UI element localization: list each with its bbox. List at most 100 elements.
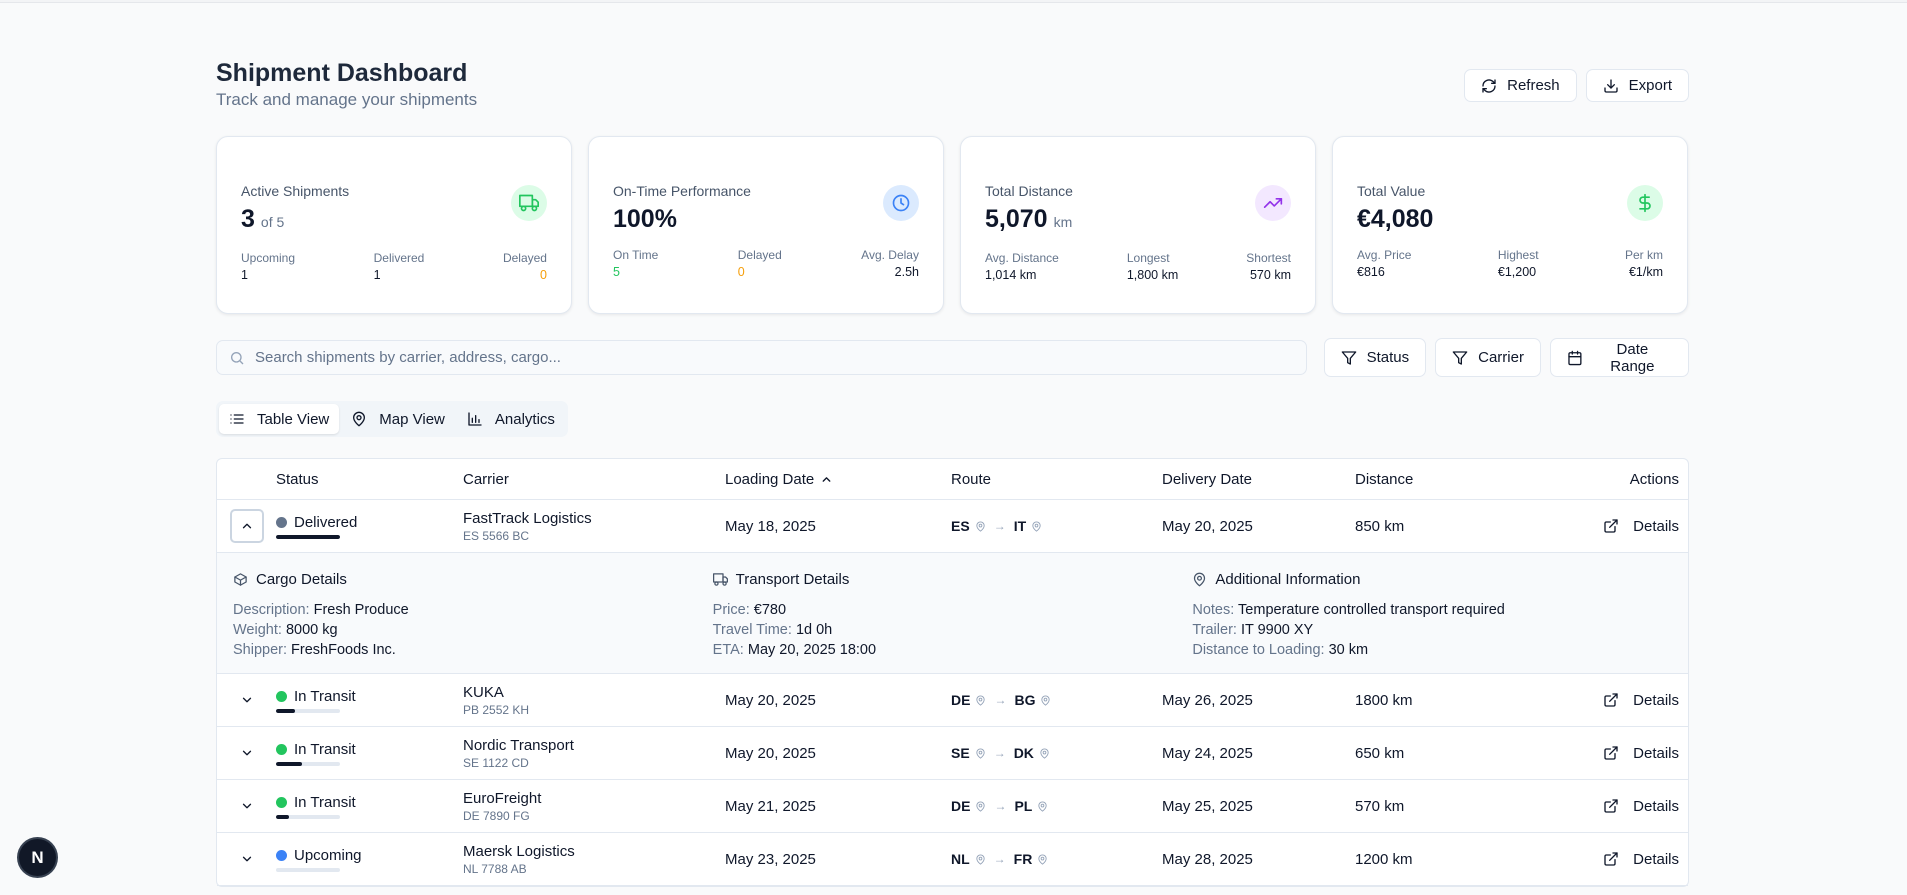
external-link-icon	[1604, 799, 1618, 813]
header-route[interactable]: Route	[951, 470, 992, 488]
tab-map-view[interactable]: Map View	[341, 404, 455, 434]
header-status[interactable]: Status	[276, 470, 319, 488]
expand-toggle[interactable]	[230, 789, 264, 823]
details-button[interactable]: Details	[1603, 518, 1679, 535]
trending-up-icon	[1263, 198, 1283, 208]
delivery-date: May 24, 2025	[1162, 744, 1253, 762]
progress-fill	[276, 708, 296, 713]
stat-value: 1,014 km	[985, 268, 1037, 282]
refresh-button[interactable]: Refresh	[1464, 69, 1577, 102]
on-time-card: On-Time Performance 100% On Time 5 Delaye…	[588, 136, 944, 314]
expand-cell	[217, 509, 276, 543]
field-key: ETA:	[712, 642, 744, 658]
date-range-label: Date Range	[1610, 340, 1655, 375]
transport-eta: ETA: May 20, 2025 18:00	[713, 640, 1193, 660]
details-label: Details	[1633, 797, 1679, 815]
carrier-name: Maersk Logistics	[463, 842, 575, 860]
table-row[interactable]: In Transit Nordic Transport SE 1122 CD May …	[217, 727, 1688, 780]
status-filter-button[interactable]: Status	[1323, 338, 1427, 377]
stat-label: Upcoming	[241, 251, 296, 265]
status-cell: In Transit	[276, 741, 463, 766]
route: DE → BG	[951, 692, 1162, 708]
field-key: Weight:	[233, 622, 282, 638]
expand-toggle[interactable]	[230, 736, 264, 770]
status-text: In Transit	[294, 793, 356, 811]
table-row[interactable]: Delivered FastTrack Logistics ES 5566 BC Ma…	[217, 500, 1688, 553]
stat-label: Per km	[1624, 248, 1663, 262]
map-pin-icon	[976, 853, 985, 865]
status-badge: In Transit	[276, 794, 463, 811]
chevron-down-icon	[242, 856, 251, 862]
distance: 650 km	[1355, 744, 1405, 762]
calendar-icon	[1568, 350, 1582, 365]
field-key: Trailer:	[1192, 622, 1237, 638]
progress-bar	[276, 708, 340, 713]
table-row[interactable]: In Transit KUKA PB 2552 KH May 20, 2025 DE → B…	[217, 674, 1688, 727]
map-pin-icon	[1041, 694, 1051, 706]
card-label: Active Shipments	[241, 183, 350, 199]
route-to: PL	[1014, 798, 1033, 814]
header-loading-date[interactable]: Loading Date	[725, 471, 951, 488]
carrier-cell: FastTrack Logistics ES 5566 BC	[463, 510, 725, 543]
expanded-details: Cargo Details Description: Fresh Produce W…	[217, 553, 1688, 674]
tab-table-view[interactable]: Table View	[219, 404, 340, 434]
progress-bar	[276, 814, 340, 819]
stat-value: 0	[540, 268, 547, 282]
header-distance[interactable]: Distance	[1355, 470, 1414, 488]
expand-toggle[interactable]	[230, 683, 264, 717]
loading-date: May 23, 2025	[725, 850, 816, 868]
route-cell: NL → FR	[951, 851, 1162, 867]
distance: 570 km	[1355, 797, 1405, 815]
delivery-date: May 20, 2025	[1162, 517, 1253, 535]
export-button[interactable]: Export	[1585, 69, 1689, 102]
stat-delayed: Delayed 0	[503, 251, 547, 282]
status-filter-label: Status	[1366, 349, 1410, 366]
refresh-icon	[1482, 78, 1496, 93]
expand-toggle[interactable]	[229, 509, 264, 543]
details-button[interactable]: Details	[1603, 798, 1679, 815]
expand-toggle[interactable]	[230, 842, 264, 876]
distance: 850 km	[1355, 517, 1405, 535]
details-button[interactable]: Details	[1603, 851, 1679, 868]
app-badge[interactable]: N	[19, 839, 56, 876]
search-box	[216, 340, 1307, 375]
field-value: May 20, 2025 18:00	[747, 642, 877, 658]
bar-chart-icon	[468, 412, 482, 426]
carrier-name: FastTrack Logistics	[463, 509, 592, 527]
actions-cell: Details	[1555, 798, 1688, 815]
table-row[interactable]: Upcoming Maersk Logistics NL 7788 AB May 23…	[217, 833, 1688, 886]
carrier-filter-button[interactable]: Carrier	[1435, 338, 1541, 377]
tab-analytics[interactable]: Analytics	[457, 404, 565, 434]
route-from: NL	[951, 851, 970, 867]
list-icon	[230, 414, 244, 424]
search-input[interactable]	[255, 349, 1255, 366]
route-from: SE	[951, 745, 970, 761]
header-carrier[interactable]: Carrier	[463, 470, 509, 488]
carrier-plate: PB 2552 KH	[463, 702, 530, 717]
field-value: FreshFoods Inc.	[291, 642, 396, 658]
section-title: Cargo Details	[256, 571, 347, 588]
map-pin-icon	[976, 747, 985, 759]
external-link-icon	[1604, 746, 1618, 760]
cargo-weight: Weight: 8000 kg	[233, 620, 713, 640]
loading-date: May 20, 2025	[725, 691, 816, 709]
date-range-button[interactable]: Date Range	[1549, 338, 1689, 377]
progress-bar	[276, 761, 340, 766]
header-delivery-date[interactable]: Delivery Date	[1162, 470, 1253, 488]
summary-cards: Active Shipments 3 of 5 Upcoming 1 Deliver…	[216, 136, 1689, 314]
cargo-description: Description: Fresh Produce	[233, 600, 713, 620]
actions-cell: Details	[1555, 745, 1688, 762]
truck-icon	[519, 194, 539, 212]
download-icon	[1603, 78, 1618, 93]
table-row[interactable]: In Transit EuroFreight DE 7890 FG May 21, 2…	[217, 780, 1688, 833]
tab-label: Map View	[379, 410, 445, 428]
chevron-down-icon	[242, 803, 251, 809]
route-to: BG	[1014, 692, 1036, 708]
header-actions: Actions	[1629, 470, 1679, 488]
external-link-icon	[1604, 519, 1618, 533]
details-button[interactable]: Details	[1603, 745, 1679, 762]
stat-value: 2.5h	[894, 265, 919, 279]
status-text: In Transit	[294, 740, 356, 758]
details-button[interactable]: Details	[1603, 692, 1679, 709]
distance-unit: km	[1053, 214, 1073, 230]
